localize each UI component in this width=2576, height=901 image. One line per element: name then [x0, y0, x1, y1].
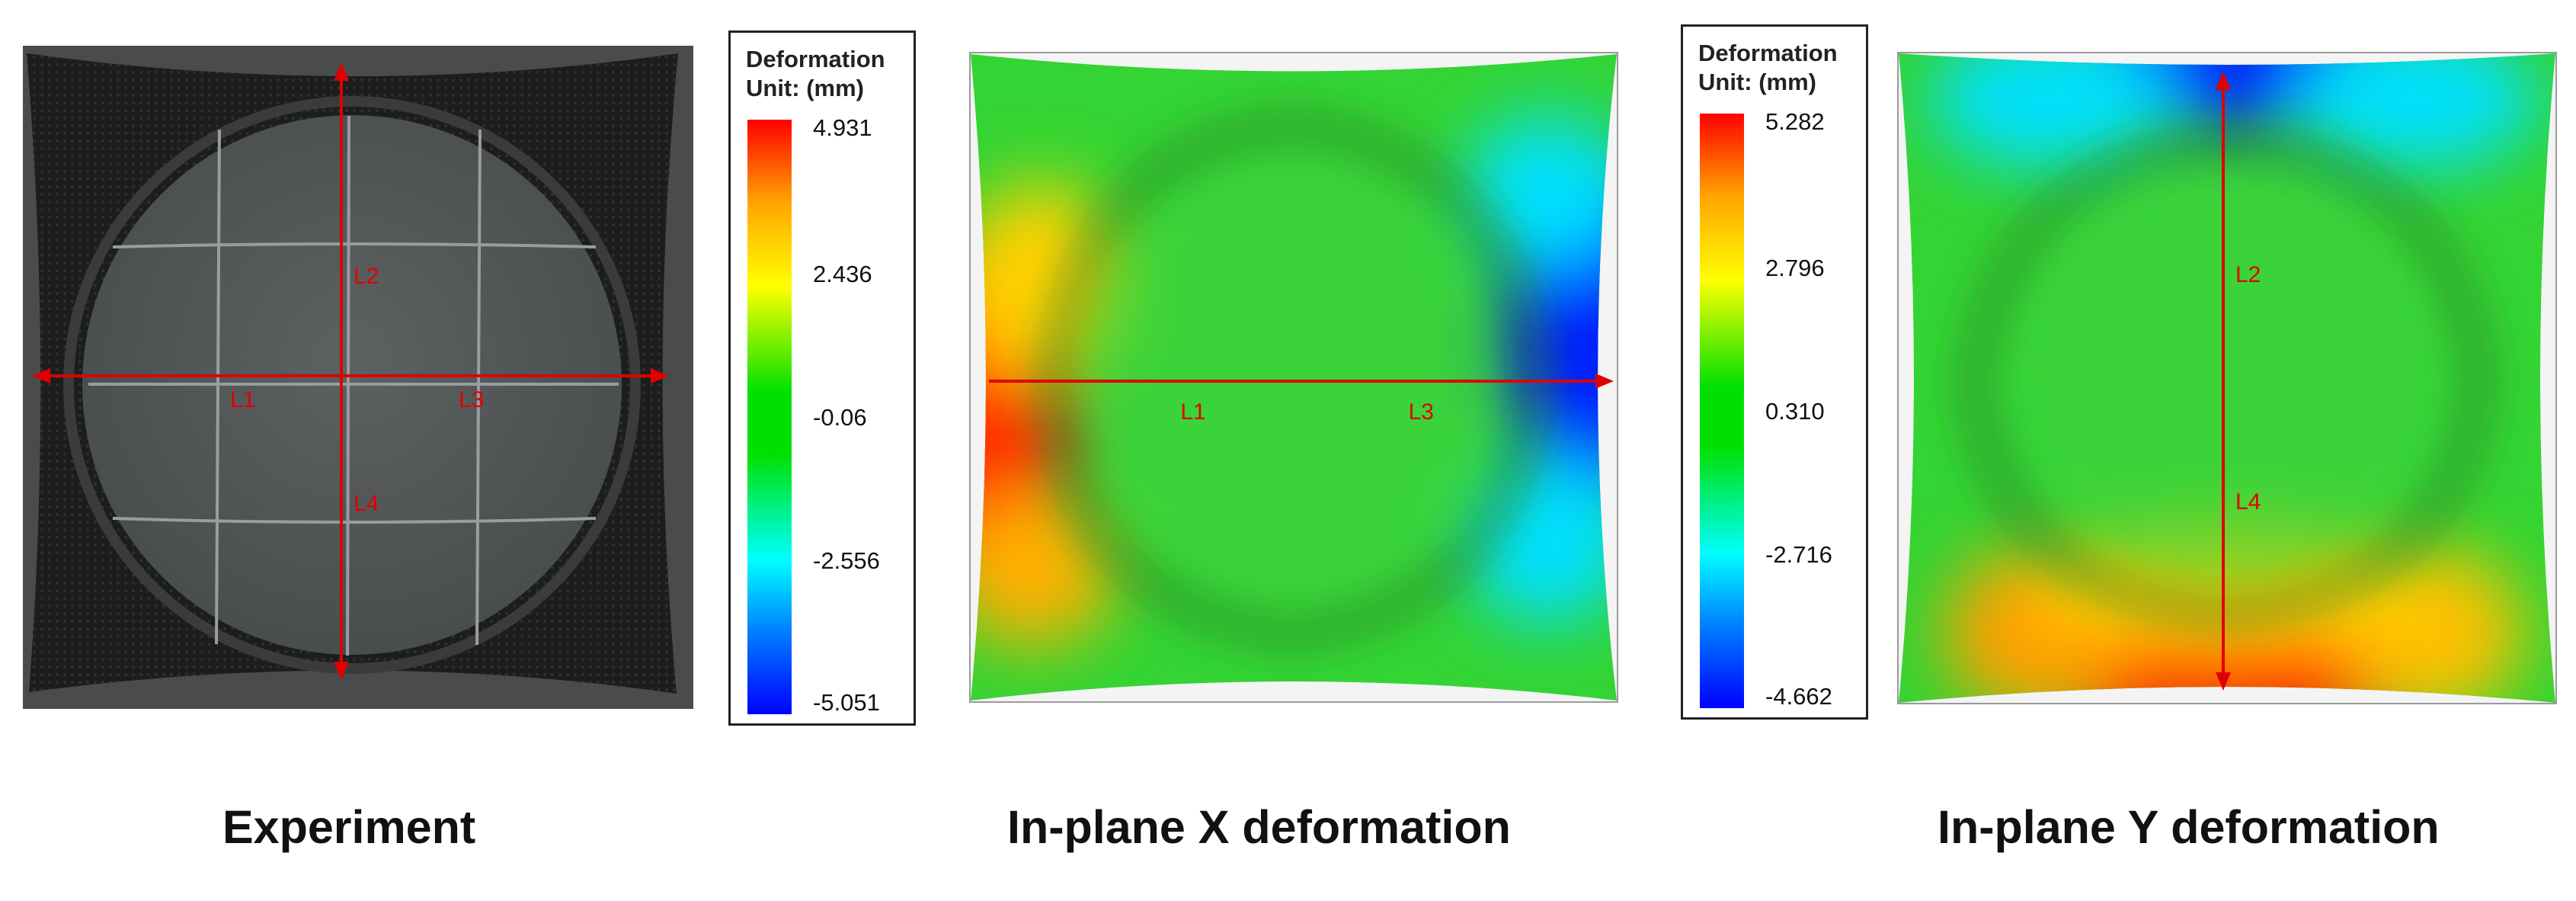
x-arrow-horizontal: [988, 374, 1614, 389]
legend-y-tick: 2.796: [1765, 255, 1825, 281]
label-L2: L2: [354, 264, 379, 289]
legend-x-tick: 4.931: [813, 114, 872, 141]
y-arrow-vertical: [2216, 72, 2231, 691]
legend-y-tick: 0.310: [1765, 398, 1825, 425]
legend-x-deformation: Deformation Unit: (mm) 4.931 2.436 -0.06…: [728, 30, 916, 726]
legend-y-title-line2: Unit: (mm): [1698, 69, 1816, 95]
x-deformation-contour: L1 L3: [969, 52, 1618, 703]
x-label-L3: L3: [1409, 399, 1434, 425]
y-contour-drawing: L2 L4: [1899, 53, 2555, 703]
legend-y-colorbar: [1700, 114, 1744, 708]
experiment-photo: L1 L2 L3 L4: [23, 46, 693, 709]
x-label-L1: L1: [1180, 399, 1205, 425]
legend-x-title-line1: Deformation: [746, 46, 885, 72]
legend-y-tick: -4.662: [1765, 683, 1832, 710]
caption-experiment: Experiment: [222, 801, 476, 853]
legend-y-tick: -2.716: [1765, 541, 1832, 568]
x-contour-drawing: L1 L3: [971, 54, 1617, 701]
x-field: [971, 54, 1617, 701]
y-label-L4: L4: [2235, 489, 2261, 515]
legend-x-title: Deformation Unit: (mm): [746, 45, 885, 103]
y-field: [1899, 53, 2555, 703]
experiment-specimen-drawing: L1 L2 L3 L4: [27, 53, 678, 694]
legend-x-tick: -0.06: [813, 404, 867, 431]
label-L3: L3: [459, 387, 484, 412]
caption-x-deformation: In-plane X deformation: [1007, 801, 1511, 853]
label-L4: L4: [354, 491, 379, 516]
legend-y-tick: 5.282: [1765, 108, 1825, 135]
y-label-L2: L2: [2235, 262, 2261, 287]
caption-y-deformation: In-plane Y deformation: [1938, 801, 2440, 853]
legend-x-title-line2: Unit: (mm): [746, 75, 864, 101]
arrow-vertical: [334, 63, 349, 680]
arrow-horizontal: [32, 368, 669, 383]
legend-y-deformation: Deformation Unit: (mm) 5.282 2.796 0.310…: [1681, 24, 1868, 720]
specimen-ring: [63, 96, 641, 674]
legend-x-colorbar: [747, 120, 792, 714]
legend-x-tick: -5.051: [813, 689, 880, 716]
grid-lines: [88, 115, 619, 656]
y-deformation-contour: L2 L4: [1897, 52, 2557, 704]
label-L1: L1: [230, 387, 255, 412]
legend-y-title: Deformation Unit: (mm): [1698, 39, 1838, 97]
legend-x-tick: -2.556: [813, 547, 880, 574]
legend-x-tick: 2.436: [813, 261, 872, 287]
legend-y-title-line1: Deformation: [1698, 40, 1838, 66]
